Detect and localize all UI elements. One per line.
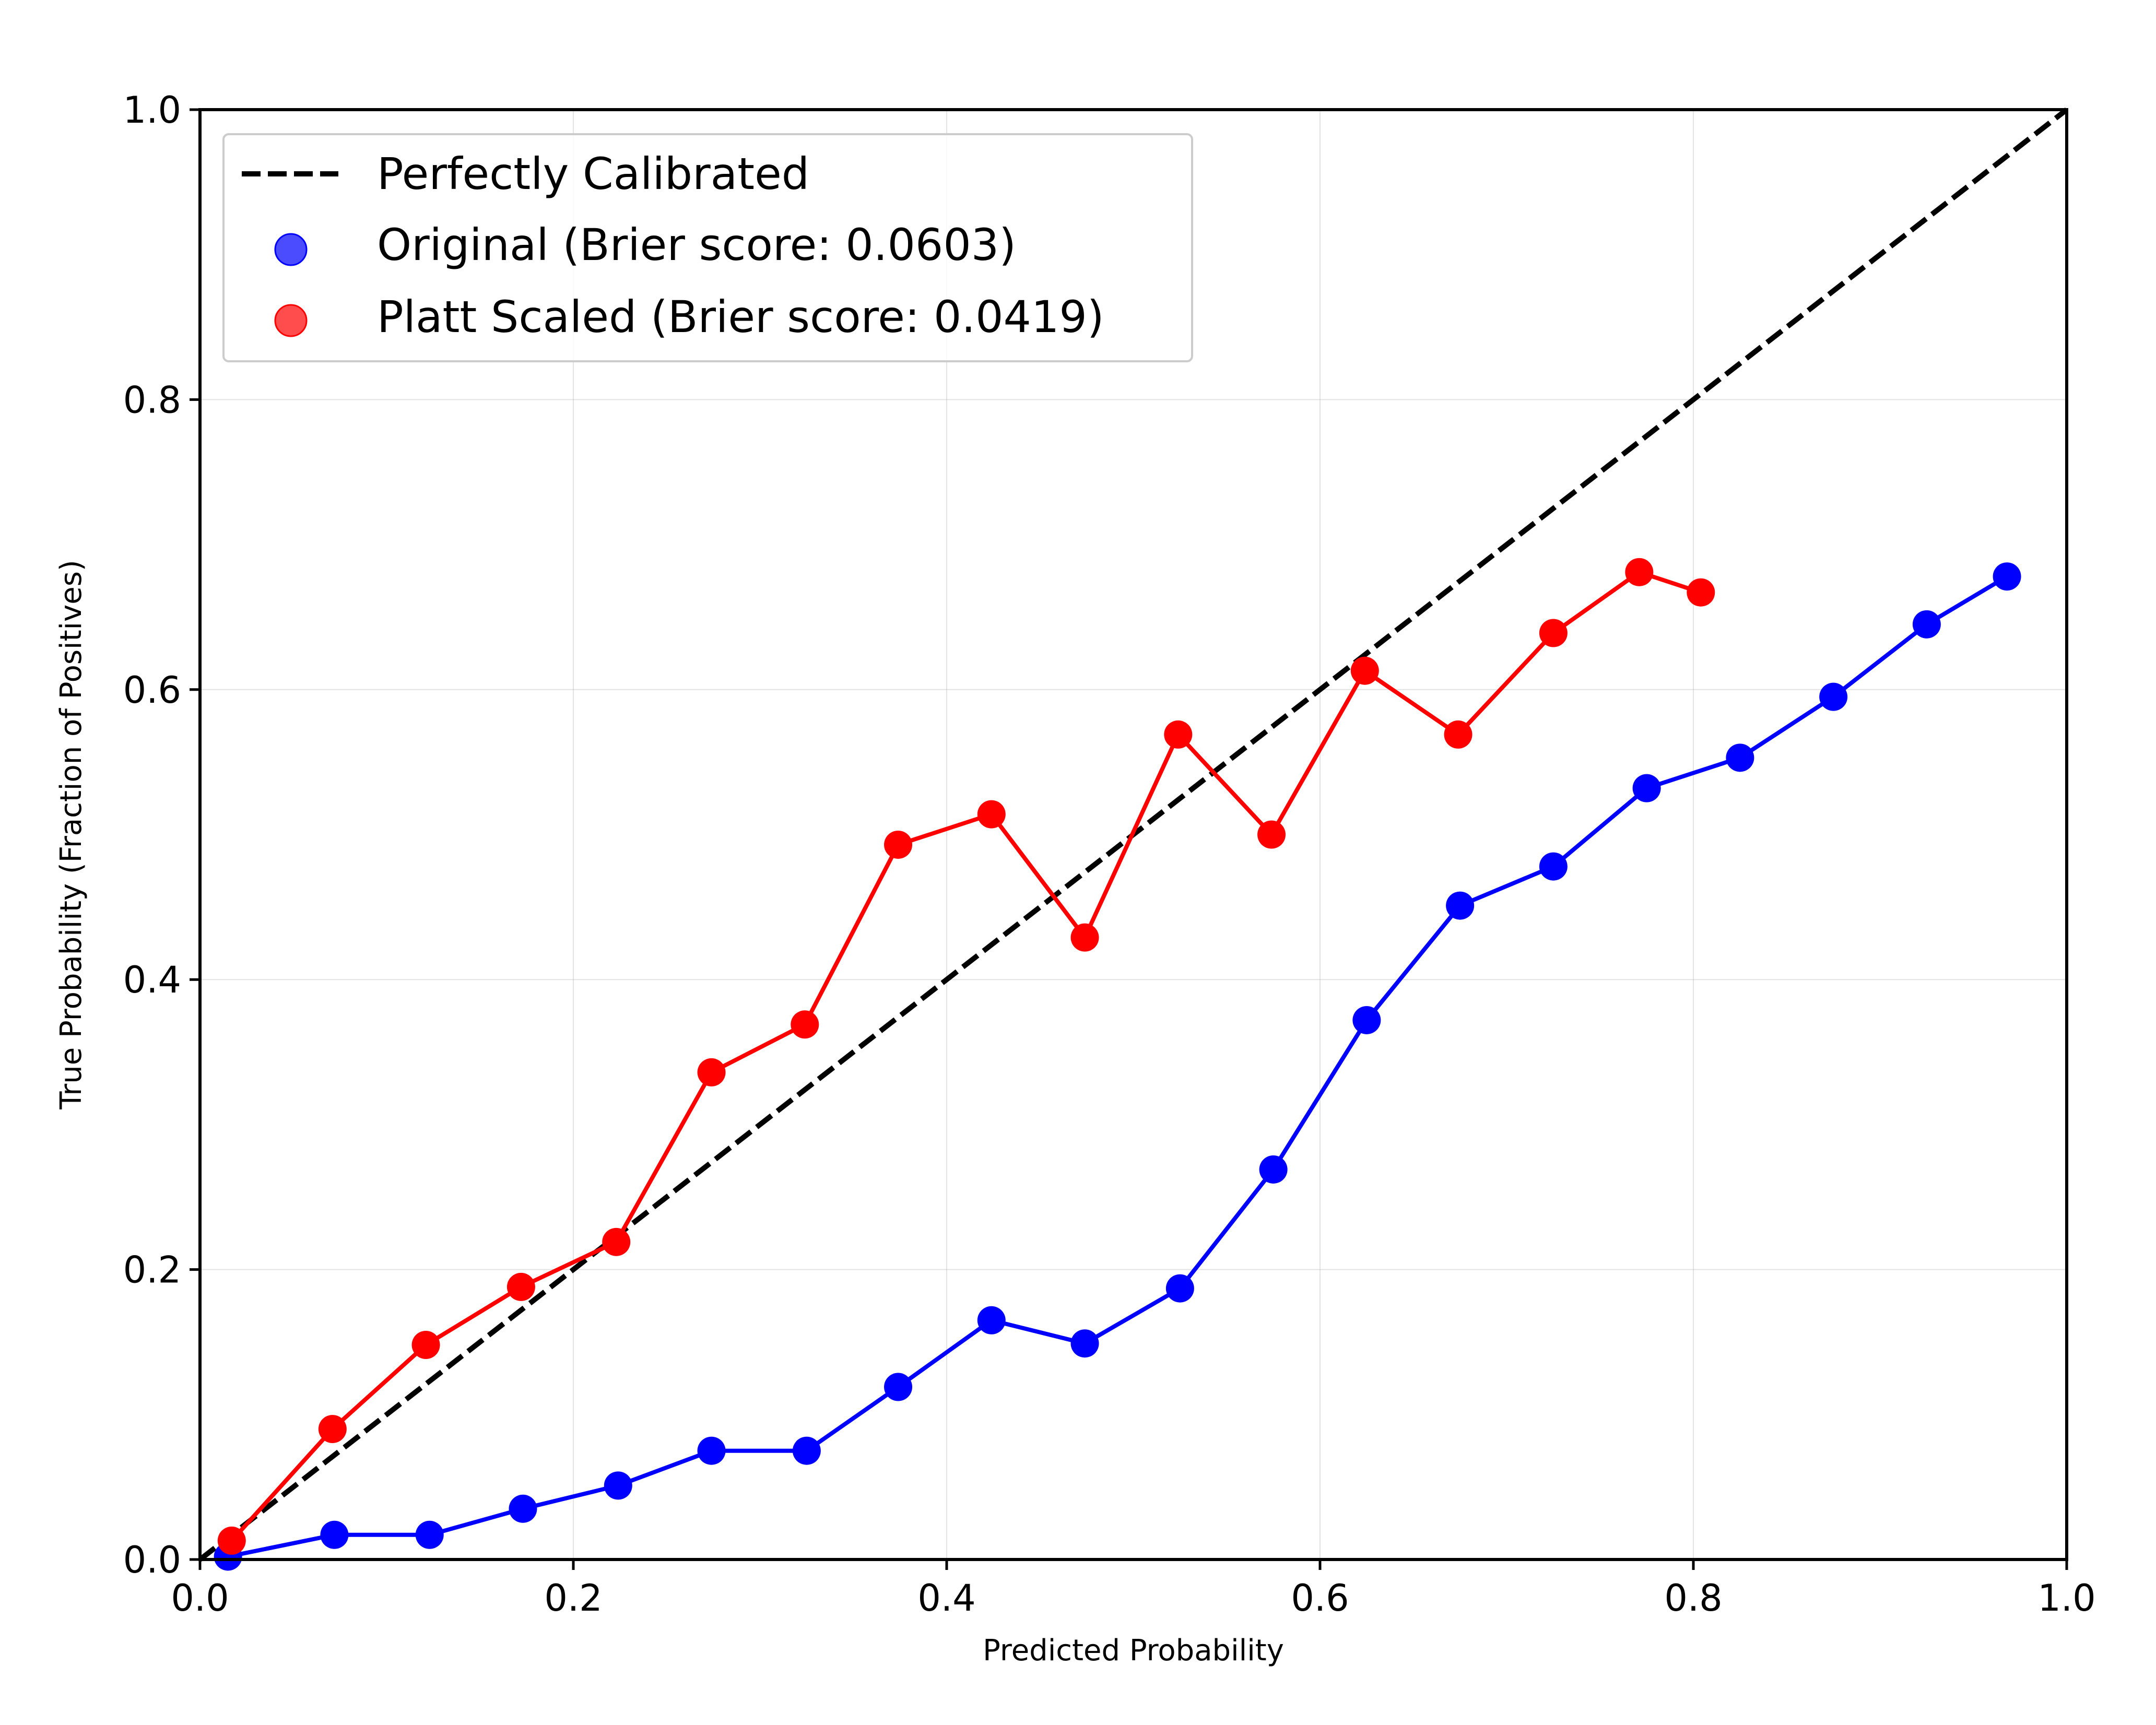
y-tick-label: 1.0 bbox=[123, 89, 181, 132]
data-point-original bbox=[1259, 1155, 1288, 1184]
data-point-platt-scaled bbox=[697, 1058, 726, 1086]
data-point-platt-scaled bbox=[1257, 820, 1286, 849]
data-point-platt-scaled bbox=[506, 1272, 535, 1301]
data-point-platt-scaled bbox=[1164, 720, 1193, 749]
data-point-platt-scaled bbox=[1539, 619, 1568, 647]
y-tick-label: 0.6 bbox=[123, 669, 181, 712]
data-point-original bbox=[1726, 743, 1754, 772]
legend-label-perfectly-calibrated: Perfectly Calibrated bbox=[377, 148, 809, 199]
data-point-platt-scaled bbox=[1444, 720, 1472, 749]
data-point-platt-scaled bbox=[1625, 558, 1654, 586]
legend: Perfectly Calibrated Original (Brier sco… bbox=[222, 133, 1193, 362]
legend-marker-original bbox=[274, 233, 308, 266]
data-point-original bbox=[320, 1520, 349, 1549]
y-tick-label: 0.4 bbox=[123, 959, 181, 1001]
data-point-platt-scaled bbox=[977, 800, 1006, 829]
x-tick-label: 0.8 bbox=[1664, 1577, 1722, 1620]
axis-ticks: 0.0 0.2 0.4 0.6 0.8 1.0 0.0 0.2 0.4 0.6 0.8 1.0 bbox=[123, 89, 2096, 1620]
y-tick-label: 0.8 bbox=[123, 379, 181, 421]
legend-box bbox=[222, 133, 1193, 362]
series-layer bbox=[214, 558, 2021, 1571]
data-point-platt-scaled bbox=[411, 1331, 440, 1360]
series-platt-scaled bbox=[217, 558, 1715, 1555]
data-point-original bbox=[1165, 1274, 1194, 1303]
data-point-platt-scaled bbox=[884, 830, 913, 859]
data-point-original bbox=[415, 1520, 444, 1549]
data-point-original bbox=[1352, 1006, 1381, 1034]
data-point-platt-scaled bbox=[1350, 656, 1379, 685]
legend-label-original: Original (Brier score: 0.0603) bbox=[377, 219, 1016, 270]
x-axis-label: Predicted Probability bbox=[983, 1634, 1284, 1668]
legend-marker-platt-scaled bbox=[274, 304, 308, 337]
y-axis-label: True Probability (Fraction of Positives) bbox=[54, 560, 88, 1109]
data-point-original bbox=[792, 1436, 821, 1465]
series-line-original bbox=[227, 574, 2008, 1559]
data-point-original bbox=[977, 1306, 1006, 1334]
data-point-original bbox=[604, 1471, 632, 1500]
data-point-original bbox=[1819, 682, 1848, 711]
x-tick-label: 1.0 bbox=[2037, 1577, 2095, 1620]
data-point-original bbox=[1446, 891, 1475, 920]
data-point-original bbox=[1993, 562, 2021, 591]
data-point-platt-scaled bbox=[1687, 578, 1715, 607]
plot-area-frame bbox=[198, 108, 2068, 1561]
data-point-platt-scaled bbox=[318, 1415, 347, 1444]
x-tick-label: 0.0 bbox=[171, 1577, 229, 1620]
data-point-original bbox=[1632, 774, 1661, 802]
y-tick-label: 0.0 bbox=[123, 1539, 181, 1581]
x-tick-label: 0.4 bbox=[917, 1577, 975, 1620]
data-point-original bbox=[884, 1373, 913, 1401]
data-point-original bbox=[697, 1436, 726, 1465]
data-point-platt-scaled bbox=[217, 1526, 246, 1555]
x-tick-label: 0.2 bbox=[544, 1577, 602, 1620]
data-point-original bbox=[1912, 610, 1941, 639]
data-point-original bbox=[1070, 1329, 1099, 1358]
data-point-platt-scaled bbox=[791, 1010, 819, 1039]
x-tick-label: 0.6 bbox=[1291, 1577, 1349, 1620]
data-point-original bbox=[509, 1494, 537, 1523]
data-point-original bbox=[1539, 852, 1568, 881]
y-tick-label: 0.2 bbox=[123, 1249, 181, 1292]
data-point-platt-scaled bbox=[1070, 923, 1099, 952]
data-point-platt-scaled bbox=[602, 1227, 631, 1256]
legend-label-platt-scaled: Platt Scaled (Brier score: 0.0419) bbox=[377, 291, 1104, 342]
series-original bbox=[214, 562, 2021, 1571]
